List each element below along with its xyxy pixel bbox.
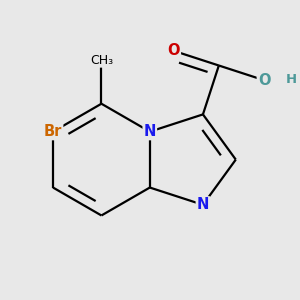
- Text: CH₃: CH₃: [90, 54, 113, 67]
- Text: O: O: [167, 43, 180, 58]
- Text: Br: Br: [44, 124, 62, 139]
- Text: H: H: [286, 74, 297, 86]
- Text: N: N: [197, 197, 209, 212]
- Text: O: O: [258, 73, 270, 88]
- Text: N: N: [144, 124, 156, 139]
